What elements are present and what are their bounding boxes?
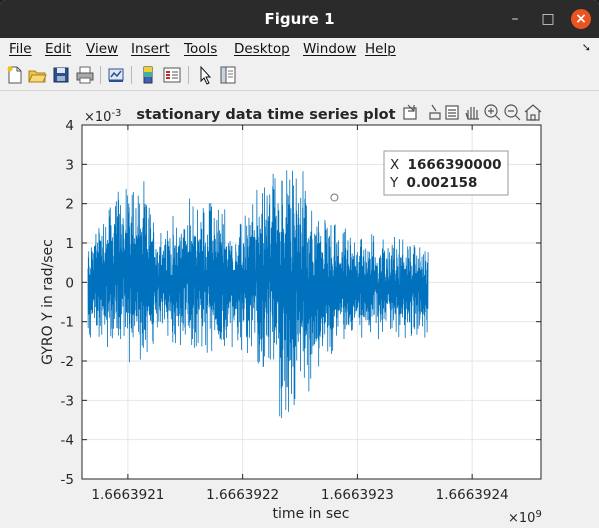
menu-file[interactable]: File [9, 41, 32, 57]
menu-edit[interactable]: Edit [45, 41, 72, 57]
x-tick-label: 1.6663923 [321, 487, 394, 503]
menu-view[interactable]: View [86, 41, 119, 57]
datatip[interactable]: X 1666390000 Y 0.002158 [383, 150, 509, 196]
datatip-x-row: X 1666390000 [390, 157, 501, 173]
gyro-y-series-line [87, 170, 429, 419]
y-exponent-label: ×10-3 [84, 108, 121, 125]
datatip-box [383, 150, 509, 196]
figure-canvas: 1.6663921 1.6663922 1.6663923 1.6663924 -5-… [0, 91, 599, 528]
x-tick-label: 1.6663922 [206, 487, 279, 503]
pan-icon[interactable] [465, 107, 479, 120]
menu-help[interactable]: Help [365, 41, 396, 57]
y-tick-label: 1 [65, 236, 74, 252]
insert-legend-icon[interactable] [162, 65, 182, 85]
minimize-button[interactable]: – [511, 11, 519, 27]
x-axis-label: time in sec [273, 506, 350, 522]
figure-toolbar [0, 60, 599, 91]
chart-title: stationary data time series plot [136, 107, 395, 123]
y-tick-label: -1 [61, 315, 74, 331]
menu-insert[interactable]: Insert [131, 41, 170, 57]
print-icon[interactable] [75, 65, 95, 85]
property-inspector-icon[interactable] [218, 65, 238, 85]
title-bar[interactable]: Figure 1 – □ × [0, 0, 599, 38]
y-tick-label: -3 [61, 393, 74, 409]
menu-tools[interactable]: Tools [184, 41, 218, 57]
menu-desktop[interactable]: Desktop [234, 41, 290, 57]
menu-bar: File Edit View Insert Tools Desktop Wind… [0, 38, 599, 60]
insert-colorbar-icon[interactable] [138, 65, 158, 85]
y-tick-label: 0 [65, 275, 74, 291]
window-title: Figure 1 [264, 10, 335, 28]
y-tick-label: -2 [61, 354, 74, 370]
series-line [87, 170, 429, 419]
x-ticks: 1.6663921 1.6663922 1.6663923 1.6663924 [91, 125, 509, 503]
menu-window[interactable]: Window [303, 41, 357, 57]
zoom-out-icon[interactable] [504, 104, 521, 121]
y-tick-label: -5 [61, 472, 74, 488]
axes-toolbar [403, 104, 542, 121]
toolbar-separator [131, 66, 132, 84]
y-ticks: -5 -4 -3 -2 -1 0 1 2 3 4 [61, 118, 541, 488]
x-exponent-label: ×109 [508, 509, 542, 526]
y-tick-label: 4 [65, 118, 74, 134]
y-tick-label: -4 [61, 433, 74, 449]
datatip-y-row: Y 0.002158 [389, 175, 477, 191]
edit-plot-arrow-icon[interactable] [195, 65, 215, 85]
plot-svg: 1.6663921 1.6663922 1.6663923 1.6663924 -5-… [40, 104, 542, 526]
axes-box [81, 124, 542, 480]
y-axis-label: GYRO Y in rad/sec [40, 239, 56, 365]
new-figure-icon[interactable] [5, 65, 25, 85]
toolbar-separator [188, 66, 189, 84]
y-tick-label: 3 [65, 157, 74, 173]
save-icon[interactable] [51, 65, 71, 85]
x-tick-label: 1.6663924 [436, 487, 509, 503]
datatip-marker[interactable] [330, 193, 339, 202]
dock-arrow-icon[interactable]: ➘ [581, 41, 591, 54]
open-file-icon[interactable] [27, 65, 47, 85]
link-plot-icon[interactable] [106, 65, 126, 85]
brush-icon[interactable] [429, 104, 441, 120]
x-tick-label: 1.6663921 [91, 487, 164, 503]
export-icon[interactable] [403, 104, 417, 120]
home-icon[interactable] [524, 104, 542, 121]
data-tips-icon[interactable] [445, 105, 459, 120]
toolbar-separator [100, 66, 101, 84]
y-tick-label: 2 [65, 197, 74, 213]
maximize-button[interactable]: □ [541, 11, 555, 27]
zoom-in-icon[interactable] [484, 104, 501, 121]
close-button[interactable]: × [571, 9, 591, 29]
